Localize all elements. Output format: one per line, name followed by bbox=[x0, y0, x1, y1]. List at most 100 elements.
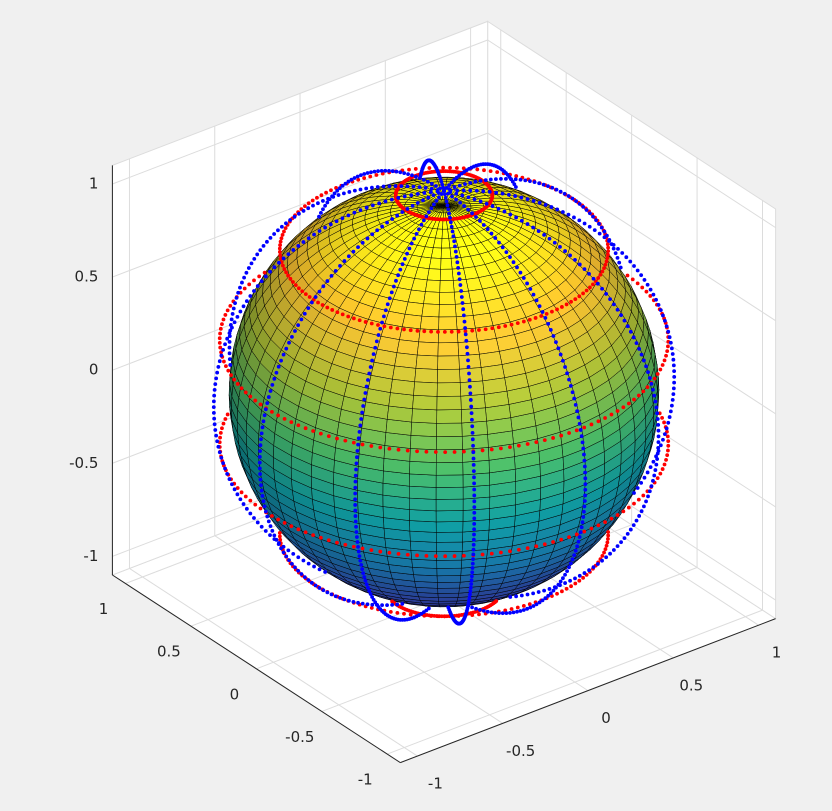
surface-face bbox=[436, 449, 464, 463]
curve-dot bbox=[605, 540, 610, 545]
curve-dot bbox=[563, 365, 567, 369]
curve-dot bbox=[471, 450, 476, 455]
curve-dot bbox=[361, 571, 366, 576]
curve-dot bbox=[257, 455, 262, 459]
curve-dot bbox=[284, 346, 289, 351]
curve-dot bbox=[325, 279, 330, 283]
curve-dot bbox=[567, 431, 571, 435]
curve-dot bbox=[647, 489, 652, 494]
curve-dot bbox=[213, 428, 218, 432]
curve-dot bbox=[296, 555, 301, 560]
curve-dot bbox=[653, 399, 658, 404]
curve-dot bbox=[615, 513, 620, 517]
curve-dot bbox=[405, 184, 410, 189]
curve-dot bbox=[589, 422, 594, 427]
curve-dot bbox=[540, 310, 545, 314]
curve-dot bbox=[287, 340, 291, 345]
curve-dot bbox=[293, 283, 298, 288]
curve-dot bbox=[577, 573, 582, 578]
curve-dot bbox=[463, 329, 468, 334]
curve-dot bbox=[574, 428, 579, 433]
curve-dot bbox=[270, 383, 275, 387]
curve-dot bbox=[537, 304, 542, 309]
curve-dot bbox=[240, 280, 244, 285]
curve-dot bbox=[620, 251, 625, 255]
curve-dot bbox=[602, 235, 607, 240]
curve-dot bbox=[460, 193, 465, 198]
curve-dot bbox=[276, 413, 281, 418]
curve-dot bbox=[243, 390, 248, 395]
curve-dot bbox=[459, 289, 464, 293]
surface-face bbox=[438, 329, 459, 344]
curve-dot bbox=[278, 253, 283, 258]
curve-dot bbox=[452, 554, 457, 558]
surface-face bbox=[421, 303, 440, 318]
curve-dot bbox=[373, 345, 378, 350]
curve-dot bbox=[244, 506, 249, 511]
curve-dot bbox=[426, 195, 431, 200]
curve-dot bbox=[655, 411, 660, 416]
curve-dot bbox=[355, 540, 360, 544]
curve-dot bbox=[563, 572, 567, 577]
curve-dot bbox=[419, 222, 424, 227]
curve-dot bbox=[519, 593, 524, 598]
curve-dot bbox=[421, 177, 426, 182]
curve-dot bbox=[258, 506, 263, 511]
curve-dot bbox=[356, 544, 360, 549]
curve-dot bbox=[611, 242, 616, 247]
surface-face bbox=[462, 447, 490, 463]
curve-dot bbox=[260, 494, 265, 498]
curve-dot bbox=[436, 614, 440, 619]
curve-dot bbox=[347, 190, 352, 194]
curve-dot bbox=[603, 520, 607, 524]
curve-dot bbox=[277, 250, 282, 254]
curve-dot bbox=[220, 322, 224, 327]
curve-dot bbox=[323, 570, 328, 574]
curve-dot bbox=[542, 438, 547, 443]
curve-dot bbox=[353, 485, 358, 490]
curve-dot bbox=[494, 190, 499, 195]
curve-dot bbox=[356, 600, 360, 605]
curve-dot bbox=[362, 575, 367, 579]
curve-dot bbox=[272, 376, 277, 381]
curve-dot bbox=[582, 509, 586, 514]
curve-dot bbox=[618, 265, 623, 270]
curve-dot bbox=[456, 329, 461, 334]
curve-dot bbox=[508, 549, 512, 554]
curve-dot bbox=[212, 422, 217, 427]
curve-dot bbox=[329, 274, 334, 278]
curve-dot bbox=[238, 309, 243, 314]
curve-dot bbox=[242, 275, 246, 280]
curve-dot bbox=[591, 276, 596, 281]
curve-dot bbox=[441, 165, 446, 170]
curve-dot bbox=[497, 240, 501, 245]
curve-dot bbox=[600, 558, 604, 563]
curve-dot bbox=[317, 289, 322, 294]
curve-dot bbox=[335, 188, 340, 193]
curve-dot bbox=[666, 439, 671, 444]
curve-dot bbox=[265, 401, 270, 406]
curve-dot bbox=[387, 296, 392, 301]
curve-dot bbox=[362, 176, 367, 180]
curve-dot bbox=[326, 196, 330, 201]
curve-dot bbox=[318, 535, 323, 540]
curve-dot bbox=[509, 607, 514, 611]
curve-dot bbox=[265, 239, 269, 244]
curve-dot bbox=[500, 611, 505, 616]
curve-dot bbox=[572, 396, 577, 401]
curve-dot bbox=[572, 215, 576, 220]
curve-dot bbox=[580, 440, 585, 445]
curve-dot bbox=[660, 467, 665, 471]
curve-dot bbox=[212, 393, 217, 398]
curve-dot bbox=[569, 584, 573, 589]
curve-dot bbox=[437, 195, 441, 200]
curve-dot bbox=[268, 235, 273, 240]
curve-dot bbox=[550, 309, 554, 314]
curve-dot bbox=[370, 602, 375, 607]
curve-dot bbox=[583, 476, 588, 481]
surface-face bbox=[440, 258, 453, 270]
curve-dot bbox=[306, 306, 311, 310]
curve-dot bbox=[478, 608, 482, 612]
curve-dot bbox=[252, 516, 256, 520]
curve-dot bbox=[478, 178, 483, 183]
